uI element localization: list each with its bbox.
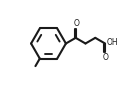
Text: O: O	[73, 19, 79, 28]
Text: OH: OH	[107, 38, 118, 47]
Text: O: O	[103, 53, 109, 62]
